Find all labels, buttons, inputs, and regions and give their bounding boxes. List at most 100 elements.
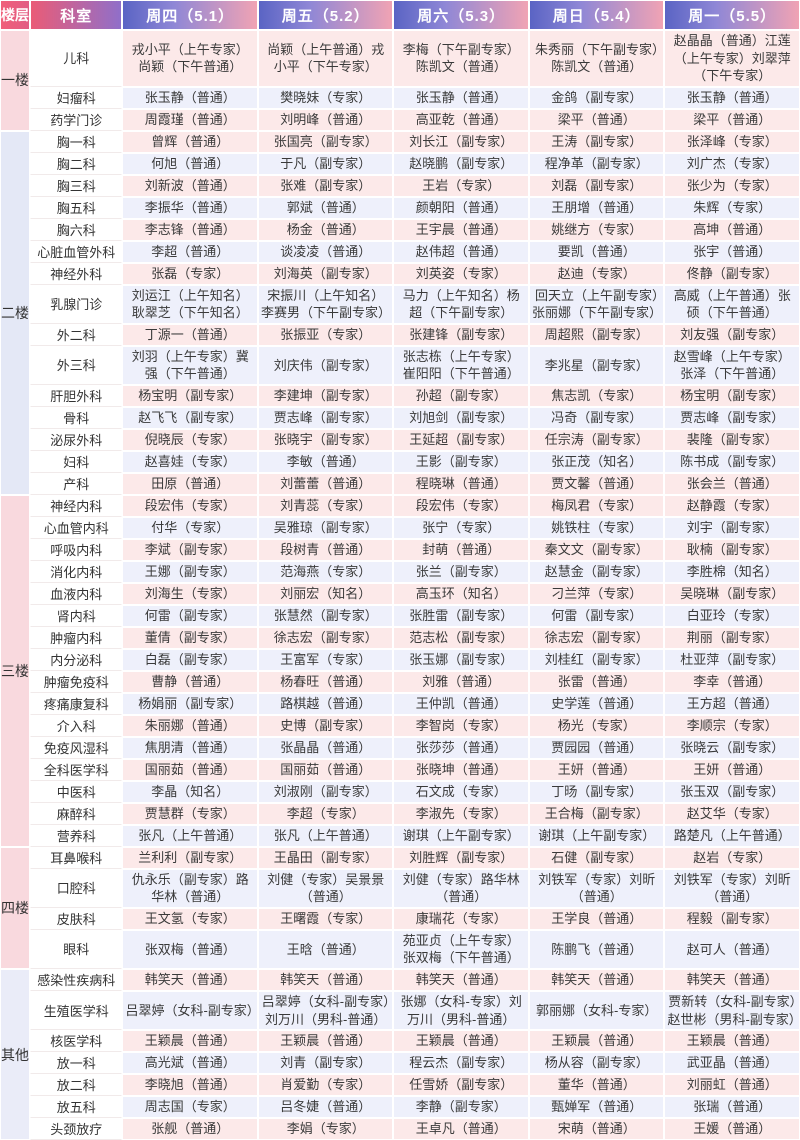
schedule-cell-day5: 裴隆（副专家） [664,428,800,451]
schedule-cell-day1: 李志锋（普通） [122,218,258,241]
schedule-cell-day1: 何旭（普通） [122,152,258,175]
schedule-cell-day4: 刘桂红（副专家） [528,648,665,671]
schedule-cell-day2: 张晓宇（副专家） [257,428,394,451]
table-row: 肾内科 何雷（副专家） 张慧然（副专家） 张胜雷（副专家） 何雷（副专家） 白亚玲（专家） [0,604,800,627]
floor-cell-三楼: 三楼 [0,494,31,847]
dept-cell: 胸三科 [30,174,123,197]
schedule-cell-day2: 肖爱勤（专家） [257,1074,394,1097]
schedule-cell-day4: 回天立（上午副专家）张丽娜（下午副专家） [528,284,665,324]
dept-cell: 核医学科 [30,1030,123,1053]
schedule-cell-day2: 王晗（普通） [257,929,394,970]
schedule-cell-day5: 赵晶晶（普通）江莲（上午专家）刘翠萍（下午专家） [664,30,800,87]
schedule-cell-day4: 王涛（副专家） [528,130,665,153]
schedule-cell-day2: 刘淑刚（副专家） [257,780,394,803]
table-row: 生殖医学科 吕翠婷（女科-副专家） 吕翠婷（女科-副专家）刘万川（男科-普通） 张娜（… [0,991,800,1031]
schedule-cell-day3: 张胜雷（副专家） [393,604,529,627]
dept-cell: 妇科 [30,450,123,473]
schedule-cell-day1: 李振华（普通） [122,196,258,219]
schedule-cell-day5: 赵岩（专家） [664,846,800,869]
schedule-cell-day4: 王合梅（副专家） [528,802,665,825]
table-row: 放一科 高光斌（普通） 刘青（副专家） 程云杰（副专家） 杨从容（副专家） 武亚晶（普通） [0,1052,800,1075]
schedule-cell-day3: 高亚乾（普通） [393,108,529,131]
schedule-cell-day3: 李梅（下午副专家）陈凯文（普通） [393,30,529,87]
schedule-cell-day2: 王富军（专家） [257,648,394,671]
schedule-cell-day4: 金鸽（副专家） [528,86,665,109]
schedule-cell-day3: 石文成（专家） [393,780,529,803]
table-row: 肝胆外科 杨宝明（副专家） 李建坤（副专家） 孙超（副专家） 焦志凯（专家） 杨宝明（副专… [0,384,800,407]
schedule-cell-day3: 张晓坤（普通） [393,758,529,781]
schedule-cell-day3: 苑亚贞（上午专家）张双梅（下午普通） [393,929,529,970]
schedule-cell-day3: 任雪娇（副专家） [393,1074,529,1097]
schedule-cell-day1: 赵喜娃（专家） [122,450,258,473]
schedule-cell-day4: 何雷（副专家） [528,604,665,627]
schedule-cell-day2: 韩笑天（普通） [257,969,394,992]
dept-cell: 血液内科 [30,582,123,605]
schedule-cell-day2: 王晶田（副专家） [257,846,394,869]
schedule-cell-day4: 刁兰萍（专家） [528,582,665,605]
schedule-cell-day2: 刘明峰（普通） [257,108,394,131]
schedule-cell-day1: 张磊（专家） [122,262,258,285]
table-row: 呼吸内科 李斌（副专家） 段树青（普通） 封萌（普通） 秦文文（副专家） 耿楠（副专家） [0,538,800,561]
schedule-cell-day2: 刘青蕊（专家） [257,494,394,517]
table-row: 一楼 儿科 戎小平（上午专家）尚颖（下午普通） 尚颖（上午普通）戎小平（下午专家） 李梅… [0,30,800,131]
floor-cell-四楼: 四楼 [0,846,31,970]
schedule-cell-day1: 周志国（专家） [122,1096,258,1119]
schedule-cell-day4: 谢琪（上午副专家） [528,824,665,847]
schedule-cell-day2: 于凡（副专家） [257,152,394,175]
dept-cell: 外二科 [30,323,123,346]
schedule-cell-day2: 宋振川（上午知名）李赛男（下午副专家） [257,284,394,324]
table-row: 药学门诊 周霞瑾（普通） 刘明峰（普通） 高亚乾（普通） 梁平（普通） 梁平（普通） [0,108,800,131]
schedule-cell-day1: 张舰（普通） [122,1118,258,1140]
dept-cell: 药学门诊 [30,108,123,131]
schedule-cell-day2: 刘海英（副专家） [257,262,394,285]
schedule-cell-day4: 丁旸（副专家） [528,780,665,803]
schedule-cell-day3: 刘雅（普通） [393,670,529,693]
schedule-cell-day3: 程云杰（副专家） [393,1052,529,1075]
table-row: 胸六科 李志锋（普通） 杨金（普通） 王宇晨（普通） 姚继方（专家） 高坤（普通） [0,218,800,241]
schedule-cell-day2: 王曙霞（专家） [257,907,394,930]
dept-cell: 生殖医学科 [30,991,123,1031]
schedule-cell-day5: 刘丽虹（普通） [664,1074,800,1097]
schedule-cell-day1: 国丽茹（普通） [122,758,258,781]
table-row: 其他 感染性疾病科 韩笑天（普通） 韩笑天（普通） 韩笑天（普通） 韩笑天（普通） 韩笑天（… [0,969,800,1140]
schedule-cell-day3: 段宏伟（专家） [393,494,529,517]
schedule-cell-day2: 谈凌凌（普通） [257,240,394,263]
schedule-cell-day2: 杨春旺（普通） [257,670,394,693]
schedule-cell-day5: 张瑞（普通） [664,1096,800,1119]
schedule-cell-day1: 朱丽娜（普通） [122,714,258,737]
schedule-cell-day1: 杨娟丽（副专家） [122,692,258,715]
schedule-cell-day5: 白亚玲（专家） [664,604,800,627]
schedule-cell-day2: 张振亚（专家） [257,323,394,346]
schedule-cell-day4: 刘磊（副专家） [528,174,665,197]
schedule-cell-day5: 路楚凡（上午普通） [664,824,800,847]
table-row: 乳腺门诊 刘运江（上午知名）耿翠芝（下午知名） 宋振川（上午知名）李赛男（下午副专家… [0,284,800,324]
schedule-cell-day5: 张晓云（副专家） [664,736,800,759]
dept-cell: 胸五科 [30,196,123,219]
schedule-cell-day5: 韩笑天（普通） [664,969,800,992]
schedule-cell-day3: 李淑先（专家） [393,802,529,825]
schedule-cell-day3: 程晓琳（普通） [393,472,529,495]
schedule-cell-day5: 佟静（副专家） [664,262,800,285]
dept-cell: 中医科 [30,780,123,803]
schedule-cell-day3: 王影（副专家） [393,450,529,473]
table-row: 妇瘤科 张玉静（普通） 樊晓妹（专家） 张玉静（普通） 金鸽（副专家） 张玉静（普通） [0,86,800,109]
schedule-cell-day4: 梅凤君（专家） [528,494,665,517]
table-row: 肿瘤免疫科 曹静（普通） 杨春旺（普通） 刘雅（普通） 张雷（普通） 李幸（普通） [0,670,800,693]
schedule-cell-day3: 李静（副专家） [393,1096,529,1119]
schedule-cell-day3: 张兰（副专家） [393,560,529,583]
schedule-cell-day5: 王妍（普通） [664,758,800,781]
dept-cell: 放二科 [30,1074,123,1097]
schedule-cell-day3: 王延超（副专家） [393,428,529,451]
table-row: 营养科 张凡（上午普通） 张凡（上午普通） 谢琪（上午副专家） 谢琪（上午副专家） 路楚凡… [0,824,800,847]
table-row: 核医学科 王颖晨（普通） 王颖晨（普通） 王颖晨（普通） 王颖晨（普通） 王颖晨（普通） [0,1030,800,1053]
table-row: 妇科 赵喜娃（专家） 李敏（普通） 王影（副专家） 张正茂（知名） 陈书成（副专家） [0,450,800,473]
schedule-cell-day4: 贾园园（普通） [528,736,665,759]
dept-cell: 呼吸内科 [30,538,123,561]
schedule-cell-day3: 马力（上午知名）杨超（下午副专家） [393,284,529,324]
table-row: 血液内科 刘海生（专家） 刘丽宏（知名） 高玉环（知名） 刁兰萍（专家） 吴晓琳（副专家） [0,582,800,605]
schedule-cell-day4: 史学莲（普通） [528,692,665,715]
table-row: 内分泌科 白磊（副专家） 王富军（专家） 张玉娜（副专家） 刘桂红（副专家） 杜亚萍（副专… [0,648,800,671]
schedule-cell-day5: 王颖晨（普通） [664,1030,800,1053]
schedule-cell-day4: 甄婵军（普通） [528,1096,665,1119]
